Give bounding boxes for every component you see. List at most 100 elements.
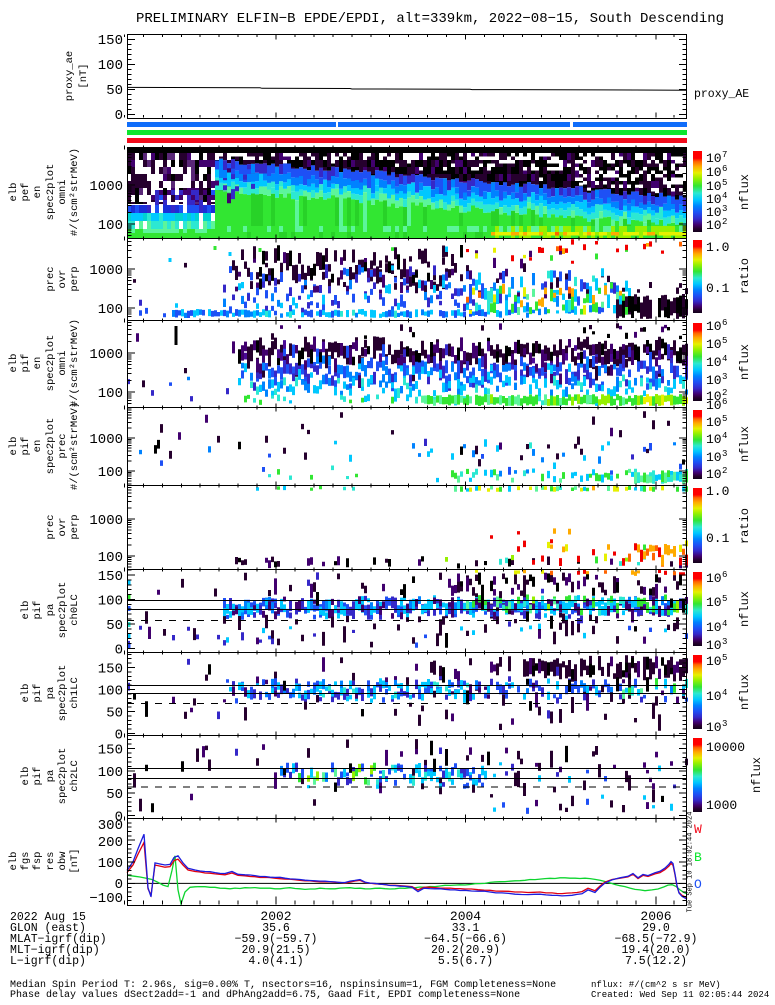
svg-text:fsp: fsp bbox=[32, 852, 44, 871]
svg-text:3: 3 bbox=[722, 372, 727, 382]
svg-text:10: 10 bbox=[706, 179, 722, 194]
svg-text:elb: elb bbox=[8, 852, 20, 871]
svg-text:pif: pif bbox=[32, 767, 44, 786]
svg-text:1000: 1000 bbox=[89, 347, 123, 363]
svg-text:2004: 2004 bbox=[450, 909, 481, 924]
svg-text:10: 10 bbox=[706, 218, 722, 233]
svg-text:[nT]: [nT] bbox=[69, 848, 81, 873]
svg-text:3: 3 bbox=[722, 637, 727, 647]
svg-text:4.0(4.1): 4.0(4.1) bbox=[248, 955, 303, 968]
svg-text:pif: pif bbox=[32, 684, 44, 703]
svg-text:Tue Sep 10 18:02:44 2024: Tue Sep 10 18:02:44 2024 bbox=[687, 812, 695, 913]
svg-text:100: 100 bbox=[98, 550, 123, 566]
svg-text:150: 150 bbox=[98, 33, 123, 49]
svg-text:en: en bbox=[32, 186, 44, 199]
svg-text:2: 2 bbox=[722, 388, 727, 398]
svg-text:100: 100 bbox=[98, 58, 123, 74]
svg-text:2: 2 bbox=[722, 466, 727, 476]
svg-text:[nT]: [nT] bbox=[78, 63, 90, 88]
svg-text:6: 6 bbox=[722, 397, 727, 407]
svg-text:4: 4 bbox=[722, 688, 727, 698]
svg-text:10: 10 bbox=[706, 595, 722, 610]
svg-text:0: 0 bbox=[115, 642, 123, 658]
svg-text:elb: elb bbox=[20, 601, 32, 620]
svg-text:spec2plot: spec2plot bbox=[57, 582, 69, 639]
svg-text:−59.9(−59.7): −59.9(−59.7) bbox=[235, 933, 318, 946]
svg-text:pa: pa bbox=[45, 687, 57, 700]
svg-text:1000: 1000 bbox=[89, 263, 123, 279]
svg-text:10: 10 bbox=[706, 450, 722, 465]
svg-text:nflux: nflux bbox=[750, 757, 764, 793]
svg-text:1000: 1000 bbox=[89, 432, 123, 448]
svg-text:10: 10 bbox=[706, 398, 722, 413]
svg-text:perp: perp bbox=[69, 514, 81, 539]
svg-text:0: 0 bbox=[115, 810, 123, 826]
svg-text:200: 200 bbox=[98, 835, 123, 851]
svg-text:10: 10 bbox=[706, 467, 722, 482]
svg-text:nflux: nflux bbox=[738, 344, 752, 380]
svg-text:4: 4 bbox=[722, 619, 727, 629]
svg-text:obw: obw bbox=[57, 851, 69, 871]
svg-text:10: 10 bbox=[706, 654, 722, 669]
svg-text:−64.5(−66.6): −64.5(−66.6) bbox=[424, 933, 507, 946]
svg-text:fgs: fgs bbox=[20, 852, 32, 871]
svg-text:ratio: ratio bbox=[738, 508, 752, 544]
svg-text:4: 4 bbox=[722, 354, 727, 364]
svg-text:nflux: #/(cm^2 s sr MeV): nflux: #/(cm^2 s sr MeV) bbox=[591, 980, 721, 990]
svg-text:0.1: 0.1 bbox=[706, 531, 730, 546]
svg-text:100: 100 bbox=[98, 465, 123, 481]
svg-text:5: 5 bbox=[722, 653, 727, 663]
svg-text:1000: 1000 bbox=[89, 513, 123, 529]
svg-text:5: 5 bbox=[722, 594, 727, 604]
svg-text:spec2plot: spec2plot bbox=[57, 748, 69, 805]
svg-text:100: 100 bbox=[98, 218, 123, 234]
svg-text:−100: −100 bbox=[89, 891, 123, 907]
svg-text:5: 5 bbox=[722, 414, 727, 424]
svg-text:ratio: ratio bbox=[738, 258, 752, 294]
svg-text:10: 10 bbox=[706, 620, 722, 635]
svg-text:10: 10 bbox=[706, 638, 722, 653]
svg-text:150: 150 bbox=[98, 662, 123, 678]
svg-text:Created: Wed Sep 11 02:05:44 2: Created: Wed Sep 11 02:05:44 2024 bbox=[591, 990, 769, 1000]
svg-text:10: 10 bbox=[706, 373, 722, 388]
svg-text:pa: pa bbox=[45, 770, 57, 783]
svg-text:5.5(6.7): 5.5(6.7) bbox=[438, 955, 493, 968]
svg-text:10: 10 bbox=[706, 432, 722, 447]
svg-text:6: 6 bbox=[722, 570, 727, 580]
svg-text:1.0: 1.0 bbox=[706, 240, 729, 255]
svg-text:100: 100 bbox=[98, 386, 123, 402]
svg-text:10: 10 bbox=[706, 165, 722, 180]
svg-text:#/(scm²strMeV): #/(scm²strMeV) bbox=[69, 402, 81, 490]
svg-text:prec: prec bbox=[45, 514, 57, 539]
svg-text:10: 10 bbox=[706, 151, 722, 166]
svg-text:33.1: 33.1 bbox=[452, 922, 480, 935]
svg-text:prec: prec bbox=[57, 433, 69, 458]
svg-text:3: 3 bbox=[722, 204, 727, 214]
svg-text:W: W bbox=[694, 822, 702, 837]
svg-text:100: 100 bbox=[98, 302, 123, 318]
svg-text:MLT−igrf(dip): MLT−igrf(dip) bbox=[10, 944, 100, 957]
svg-text:elb: elb bbox=[20, 767, 32, 786]
svg-text:#/(scm²strMeV): #/(scm²strMeV) bbox=[69, 148, 81, 236]
svg-text:10: 10 bbox=[706, 355, 722, 370]
svg-text:0: 0 bbox=[115, 728, 123, 744]
svg-text:L−igrf(dip): L−igrf(dip) bbox=[10, 955, 86, 968]
svg-text:50: 50 bbox=[106, 787, 123, 803]
svg-text:en: en bbox=[32, 440, 44, 453]
svg-text:150: 150 bbox=[98, 742, 123, 758]
svg-text:pa: pa bbox=[45, 604, 57, 617]
svg-text:spec2plot: spec2plot bbox=[45, 418, 57, 475]
svg-text:50: 50 bbox=[106, 618, 123, 634]
svg-text:elb: elb bbox=[8, 354, 20, 373]
svg-text:O: O bbox=[694, 877, 702, 892]
svg-text:10: 10 bbox=[706, 689, 722, 704]
svg-text:#/(scm²strMeV): #/(scm²strMeV) bbox=[69, 319, 81, 407]
svg-text:ovr: ovr bbox=[57, 518, 69, 537]
svg-text:300: 300 bbox=[98, 818, 123, 834]
svg-text:spec2plot: spec2plot bbox=[57, 665, 69, 722]
svg-text:0.1: 0.1 bbox=[706, 281, 730, 296]
svg-text:35.6: 35.6 bbox=[262, 922, 290, 935]
svg-text:2: 2 bbox=[722, 217, 727, 227]
svg-text:10: 10 bbox=[706, 337, 722, 352]
svg-text:10000: 10000 bbox=[706, 740, 745, 755]
